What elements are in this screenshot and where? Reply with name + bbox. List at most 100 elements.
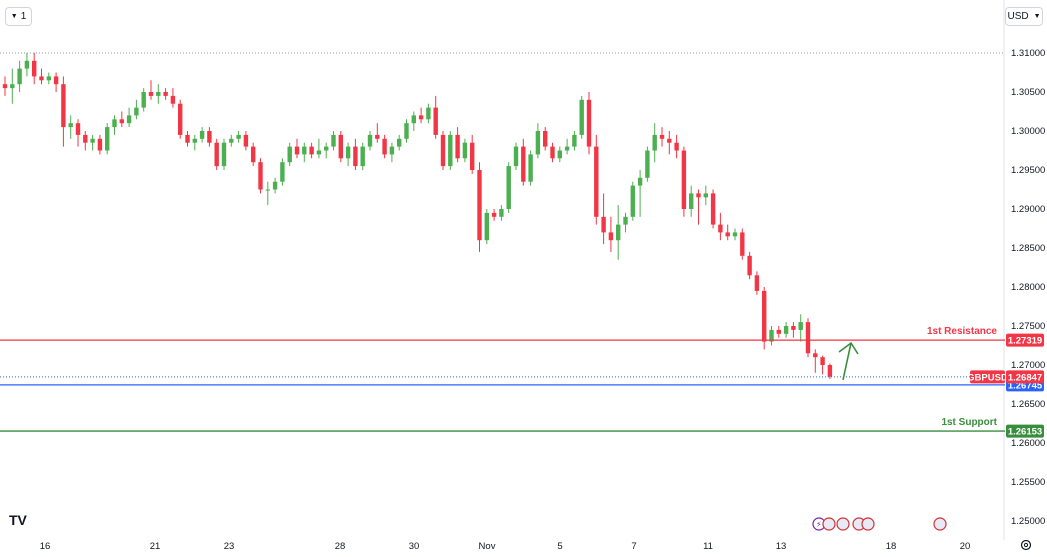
y-axis-ticks: 1.31000 1.30500 1.30000 1.29500 1.29000 1.285… [1011,48,1045,527]
tradingview-logo[interactable]: TV [9,512,28,528]
x-tick-label: 23 [224,541,235,552]
candle [681,146,687,217]
candle [608,216,614,252]
x-tick-label: 20 [960,541,971,552]
up-arrow-annotation[interactable] [838,341,859,381]
x-tick-label: 18 [886,541,897,552]
candle [207,127,212,147]
level-name-label: 1st Resistance [927,326,997,337]
candle [39,68,44,85]
candle [550,142,555,163]
candle [740,228,745,260]
candle [302,142,307,163]
currency-dropdown[interactable]: USD ▼ [1005,7,1043,26]
y-tick-label: 1.26000 [1011,438,1045,449]
candle [367,131,373,151]
candle [594,134,599,225]
y-tick-label: 1.28000 [1011,282,1045,293]
svg-text:⚡: ⚡ [816,520,822,529]
candle [75,119,81,147]
candle [309,142,314,159]
candle [2,76,8,96]
candle [32,53,37,85]
chevron-down-icon: ▼ [1033,13,1041,20]
economic-events-icons[interactable]: ⚡ [812,517,947,531]
y-tick-label: 1.27500 [1011,321,1045,332]
candle [382,134,387,159]
candle [783,322,789,338]
level-price-label: 1.26153 [1008,427,1042,438]
us-flag-icon [933,517,947,531]
candle [331,131,336,151]
candle [659,127,665,147]
candle [324,142,329,159]
candle [17,60,22,92]
candle [258,158,263,194]
y-tick-label: 1.25500 [1011,477,1045,488]
candle [652,123,657,163]
candle [265,181,270,206]
candle [178,99,183,139]
candle [689,185,694,217]
gear-icon[interactable] [1020,539,1032,551]
x-tick-label: 7 [631,541,636,552]
price-tag [1006,333,1044,347]
candle [645,146,650,182]
us-flag-icon [822,517,836,531]
candle [426,103,431,124]
y-tick-label: 1.26500 [1011,399,1045,410]
candle [462,138,468,163]
candle [389,142,395,163]
candle [112,115,117,135]
candle [126,107,132,128]
candle [411,111,416,131]
candle [725,224,730,241]
candle [601,193,606,245]
candle [732,228,738,241]
candle [513,142,519,170]
candle [820,355,825,375]
candle [521,138,526,186]
candle [710,189,716,229]
candle [236,131,241,143]
candle [375,123,380,143]
candle [762,287,767,350]
candle [586,92,592,155]
candle [148,80,154,100]
price-tag [1006,424,1044,438]
candle [506,162,511,213]
candle [703,185,708,206]
candle [674,134,679,159]
candle [564,138,570,155]
x-tick-label: 21 [150,541,161,552]
candle [805,318,811,358]
candle [61,76,66,147]
candle [46,72,51,85]
candle [747,251,752,280]
candle [119,111,124,128]
candle [572,131,577,151]
us-flag-icon [836,517,850,531]
candle [696,189,701,225]
candle [272,177,278,194]
candle [360,142,365,170]
y-tick-label: 1.27000 [1011,360,1045,371]
candle [229,134,234,147]
currency-label: USD [1007,11,1029,22]
candle [105,123,110,155]
candle [170,88,176,108]
candle [251,142,256,167]
candle [185,131,190,147]
y-tick-label: 1.29500 [1011,165,1045,176]
x-tick-label: 5 [557,541,562,552]
candle [477,162,482,252]
interval-dropdown[interactable]: ▼ 1 [5,7,32,26]
logo-text: TV [9,512,28,528]
y-tick-label: 1.31000 [1011,48,1045,59]
candle [68,115,73,139]
chevron-down-icon: ▼ [10,13,18,20]
x-tick-label: 11 [703,541,713,552]
last-price-tag [1006,370,1044,384]
candle [214,138,219,170]
